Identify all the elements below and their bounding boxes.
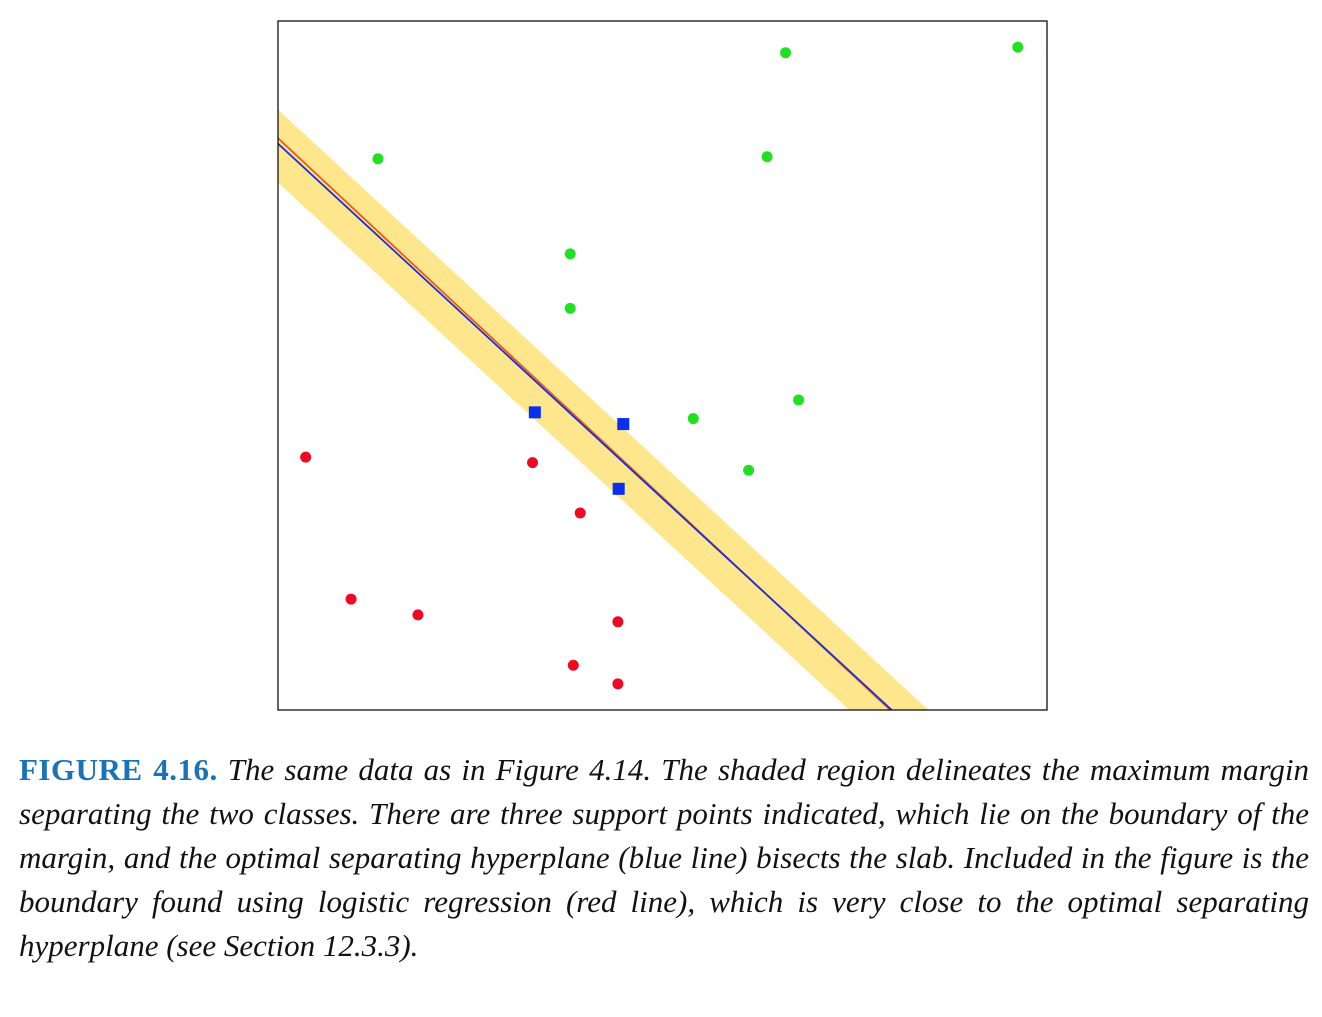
plot-background [278, 21, 1047, 710]
class-a-point [372, 153, 384, 165]
support-point [612, 482, 625, 495]
class-a-point [780, 47, 792, 59]
caption-label: FIGURE 4.16. [19, 752, 218, 787]
class-a-point [564, 302, 576, 314]
class-a-point [687, 413, 699, 425]
support-point [617, 418, 630, 431]
class-b-point [574, 507, 586, 519]
scatter-plot [277, 20, 1048, 711]
optimal-hyperplane-line [278, 142, 894, 710]
margin-slab [278, 109, 929, 710]
caption-text: The same data as in Figure 4.14. The sha… [19, 752, 1309, 963]
class-b-point [300, 451, 312, 463]
class-b-point [612, 616, 624, 628]
figure-caption: FIGURE 4.16. The same data as in Figure 4… [19, 748, 1309, 968]
class-a-point [564, 248, 576, 260]
class-b-point [527, 457, 539, 469]
class-b-point [345, 593, 357, 605]
class-b-point [567, 659, 579, 671]
class-b-point [612, 678, 624, 690]
class-a-point [743, 464, 755, 476]
plot-frame [277, 20, 1048, 711]
class-b-point [412, 609, 424, 621]
class-a-point [1012, 41, 1024, 53]
support-point [528, 406, 541, 419]
class-a-point [761, 151, 773, 163]
class-a-point [793, 394, 805, 406]
